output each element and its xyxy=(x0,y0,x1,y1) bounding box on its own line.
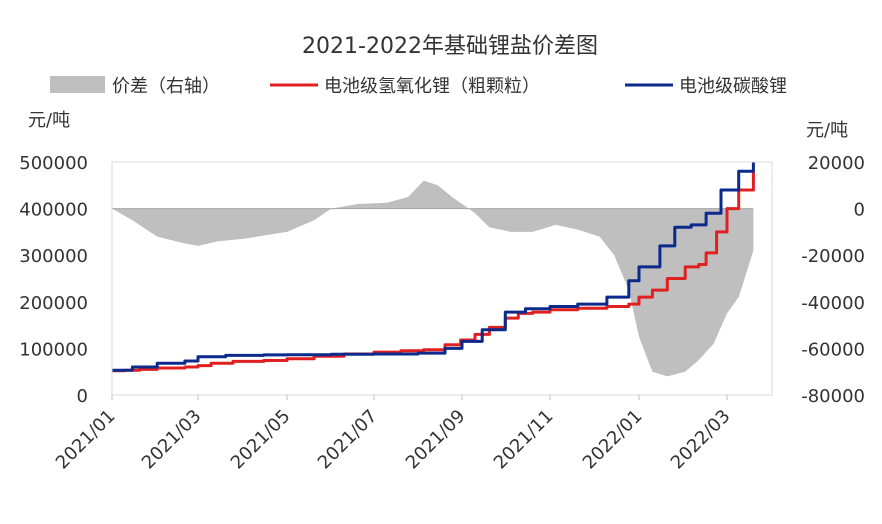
right-tick-label: -20000 xyxy=(801,246,865,267)
legend-label-spread: 价差（右轴） xyxy=(112,76,220,97)
right-axis-unit: 元/吨 xyxy=(806,120,848,141)
spread-area-layer xyxy=(112,180,754,377)
right-axis: -80000 -60000 -40000 -20000 0 20000 xyxy=(801,153,865,407)
left-tick-label: 500000 xyxy=(19,153,88,174)
left-tick-label: 0 xyxy=(77,386,88,407)
x-tick-label: 2022/03 xyxy=(667,406,735,474)
x-tick-label: 2021/03 xyxy=(138,406,206,474)
left-tick-label: 200000 xyxy=(19,293,88,314)
left-tick-label: 300000 xyxy=(19,246,88,267)
plot-frame xyxy=(111,161,773,396)
right-tick-label: -60000 xyxy=(801,339,865,360)
x-axis: 2021/01 2021/03 2021/05 2021/07 2021/09 2021/… xyxy=(52,395,735,473)
legend-label-hydroxide: 电池级氢氧化锂（粗颗粒） xyxy=(324,76,540,97)
right-tick-label: -80000 xyxy=(801,386,865,407)
spread-area xyxy=(112,180,754,377)
right-tick-label: 0 xyxy=(854,200,865,221)
legend-swatch-spread xyxy=(50,76,105,93)
x-tick-label: 2021/01 xyxy=(52,406,120,474)
right-tick-label: 20000 xyxy=(808,153,865,174)
carbonate-line xyxy=(112,162,755,372)
x-tick-label: 2022/01 xyxy=(579,406,647,474)
x-tick-label: 2021/07 xyxy=(314,406,382,474)
chart-title: 2021-2022年基础锂盐价差图 xyxy=(302,34,598,59)
left-tick-label: 400000 xyxy=(19,200,88,221)
x-tick-label: 2021/11 xyxy=(490,406,558,474)
x-tick-label: 2021/09 xyxy=(402,406,470,474)
legend-label-carbonate: 电池级碳酸锂 xyxy=(679,76,787,97)
left-axis: 0 100000 200000 300000 400000 500000 xyxy=(19,153,88,407)
right-tick-label: -40000 xyxy=(801,293,865,314)
price-lines-layer xyxy=(112,162,755,373)
left-axis-unit: 元/吨 xyxy=(28,110,70,131)
hydroxide-line xyxy=(112,171,755,373)
legend: 价差（右轴） 电池级氢氧化锂（粗颗粒） 电池级碳酸锂 xyxy=(50,76,787,97)
left-tick-label: 100000 xyxy=(19,339,88,360)
x-tick-label: 2021/05 xyxy=(227,406,295,474)
